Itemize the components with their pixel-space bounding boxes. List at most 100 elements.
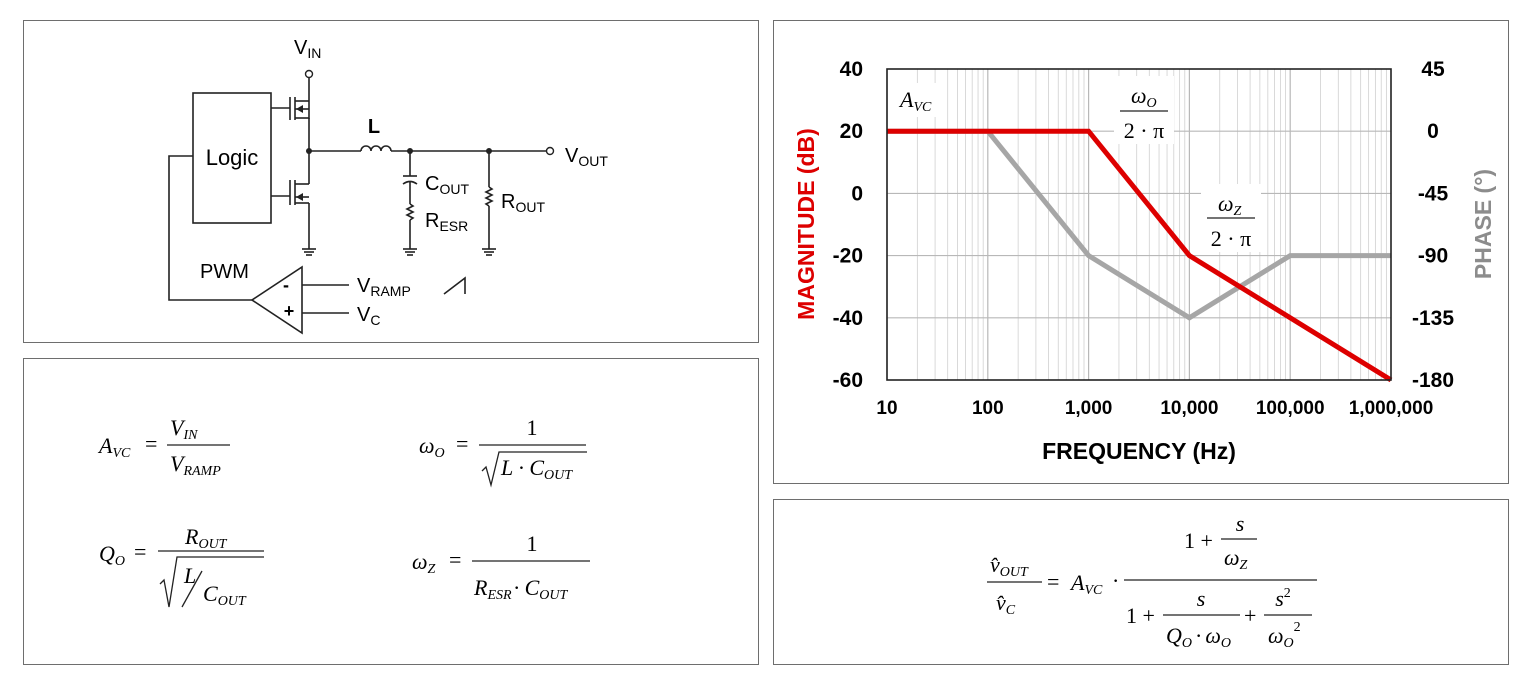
logic-block	[192, 92, 272, 224]
wz-annotation: ωZ 2 · π	[1201, 184, 1261, 252]
svg-text:s2: s2	[1275, 586, 1291, 611]
ramp-waveform-icon	[443, 276, 466, 295]
ground-icon	[302, 248, 316, 256]
svg-text:1: 1	[527, 415, 538, 440]
svg-text:v̂C: v̂C	[996, 590, 1016, 618]
high-side-mosfet-icon	[271, 97, 310, 120]
phase-line	[887, 128, 1391, 321]
y-left-tick-label: -40	[833, 307, 863, 330]
plot-series	[887, 128, 1393, 383]
qo-equation: QO = ROUT L COUT	[99, 524, 264, 609]
vin-label: VIN	[294, 37, 321, 61]
svg-text:v̂OUT: v̂OUT	[990, 552, 1029, 580]
rout-label: ROUT	[501, 191, 545, 215]
svg-text:·: ·	[1112, 568, 1119, 593]
esr-resistor-icon	[405, 203, 415, 221]
svg-text:=: =	[456, 431, 468, 456]
avc-annotation: AVC	[894, 83, 942, 117]
svg-text:AVC: AVC	[898, 87, 932, 115]
pwm-label: PWM	[200, 261, 249, 283]
x-tick-label: 100	[972, 398, 1004, 419]
y-right-tick-label: -135	[1412, 307, 1454, 330]
y-right-axis-label: PHASE (°)	[1470, 169, 1496, 279]
svg-text:1: 1	[527, 531, 538, 556]
x-tick-label: 10,000	[1160, 398, 1218, 419]
x-tick-label: 1,000	[1065, 398, 1113, 419]
svg-text:=: =	[134, 539, 146, 564]
x-axis-label: FREQUENCY (Hz)	[1042, 438, 1236, 464]
y-right-tick-label: -90	[1418, 245, 1448, 268]
y-right-tick-label: -180	[1412, 369, 1454, 392]
resr-label: RESR	[425, 210, 468, 234]
comparator-minus: -	[283, 275, 289, 295]
bode-plot-panel: 10 100 1,000 10,000 100,000 1,000,000 40 20 0 -20…	[773, 20, 1509, 484]
svg-text:ωO2: ωO2	[1268, 620, 1301, 651]
transfer-function: v̂OUT v̂C = AVC · 1 + s ωZ 1 + s QO · ωO +…	[987, 511, 1317, 651]
logic-label: Logic	[206, 145, 259, 170]
rout-resistor-icon	[484, 186, 494, 207]
y-left-tick-label: -60	[833, 369, 863, 392]
svg-text:COUT: COUT	[203, 581, 247, 609]
svg-text:QO·ωO: QO · ωO	[1166, 623, 1231, 651]
svg-text:AVC: AVC	[97, 433, 131, 461]
plot-ticks: 10 100 1,000 10,000 100,000 1,000,000 40 20 0 -20…	[833, 58, 1455, 419]
y-right-tick-label: -45	[1418, 182, 1449, 205]
vramp-label: VRAMP	[357, 275, 411, 299]
svg-text:1 +: 1 +	[1184, 528, 1213, 553]
magnitude-line	[887, 128, 1393, 383]
svg-text:VRAMP: VRAMP	[170, 451, 221, 479]
wo-annotation: ωO 2 · π	[1114, 76, 1174, 144]
svg-text:L · COUT: L · COUT	[500, 455, 573, 483]
svg-text:2 · π: 2 · π	[1211, 226, 1251, 251]
svg-text:1 +: 1 +	[1126, 603, 1155, 628]
vin-terminal	[304, 69, 314, 79]
comparator-plus: +	[284, 301, 295, 321]
svg-text:=: =	[449, 547, 461, 572]
svg-text:AVC: AVC	[1069, 570, 1103, 598]
y-right-tick-label: 0	[1427, 120, 1439, 143]
svg-text:=: =	[145, 431, 157, 456]
inductor-icon	[360, 145, 392, 152]
bode-plot: 10 100 1,000 10,000 100,000 1,000,000 40 20 0 -20…	[793, 58, 1496, 464]
svg-text:ωO: ωO	[419, 433, 445, 461]
transfer-equations: AVC = VIN VRAMP ωO = 1 L · COUT QO = ROU…	[97, 415, 590, 609]
svg-text:ωO: ωO	[1131, 83, 1157, 111]
x-tick-label: 10	[876, 398, 897, 419]
y-left-tick-label: 20	[840, 120, 863, 143]
y-left-tick-label: 40	[840, 58, 863, 81]
svg-text:s: s	[1236, 511, 1245, 536]
x-tick-label: 1,000,000	[1349, 398, 1434, 419]
wo-equation: ωO = 1 L · COUT	[419, 415, 587, 488]
wz-equation: ωZ = 1 RESR· COUT	[412, 531, 590, 603]
svg-text:+: +	[1244, 603, 1256, 628]
equations-panel: AVC = VIN VRAMP ωO = 1 L · COUT QO = ROU…	[23, 358, 759, 665]
svg-text:s: s	[1197, 586, 1206, 611]
vout-terminal	[545, 146, 555, 156]
x-tick-label: 100,000	[1256, 398, 1325, 419]
svg-text:ωZ: ωZ	[1224, 545, 1248, 573]
vc-label: VC	[357, 304, 380, 328]
y-right-tick-label: 45	[1421, 58, 1445, 81]
svg-text:L: L	[183, 563, 196, 588]
svg-text:ωZ: ωZ	[1218, 191, 1242, 219]
cout-label: COUT	[425, 173, 469, 197]
y-left-tick-label: 0	[851, 182, 863, 205]
transfer-function-panel: v̂OUT v̂C = AVC · 1 + s ωZ 1 + s QO · ωO +…	[773, 499, 1509, 665]
svg-text:VIN: VIN	[170, 415, 198, 443]
svg-text:ROUT: ROUT	[184, 524, 228, 552]
inductor-label: L	[368, 116, 380, 138]
buck-converter-schematic: VIN	[168, 37, 608, 335]
vout-label: VOUT	[565, 145, 608, 169]
y-left-axis-label: MAGNITUDE (dB)	[793, 128, 819, 320]
pwm-comparator	[250, 265, 303, 335]
low-side-mosfet-icon	[271, 180, 310, 249]
plot-frame	[886, 68, 1392, 381]
svg-text:=: =	[1047, 569, 1059, 594]
svg-text:2 · π: 2 · π	[1124, 118, 1164, 143]
svg-text:QO: QO	[99, 541, 125, 569]
svg-text:RESR· COUT: RESR· COUT	[473, 575, 568, 603]
avc-equation: AVC = VIN VRAMP	[97, 415, 230, 479]
circuit-panel: VIN	[23, 20, 759, 343]
svg-text:ωZ: ωZ	[412, 549, 436, 577]
y-left-tick-label: -20	[833, 245, 863, 268]
